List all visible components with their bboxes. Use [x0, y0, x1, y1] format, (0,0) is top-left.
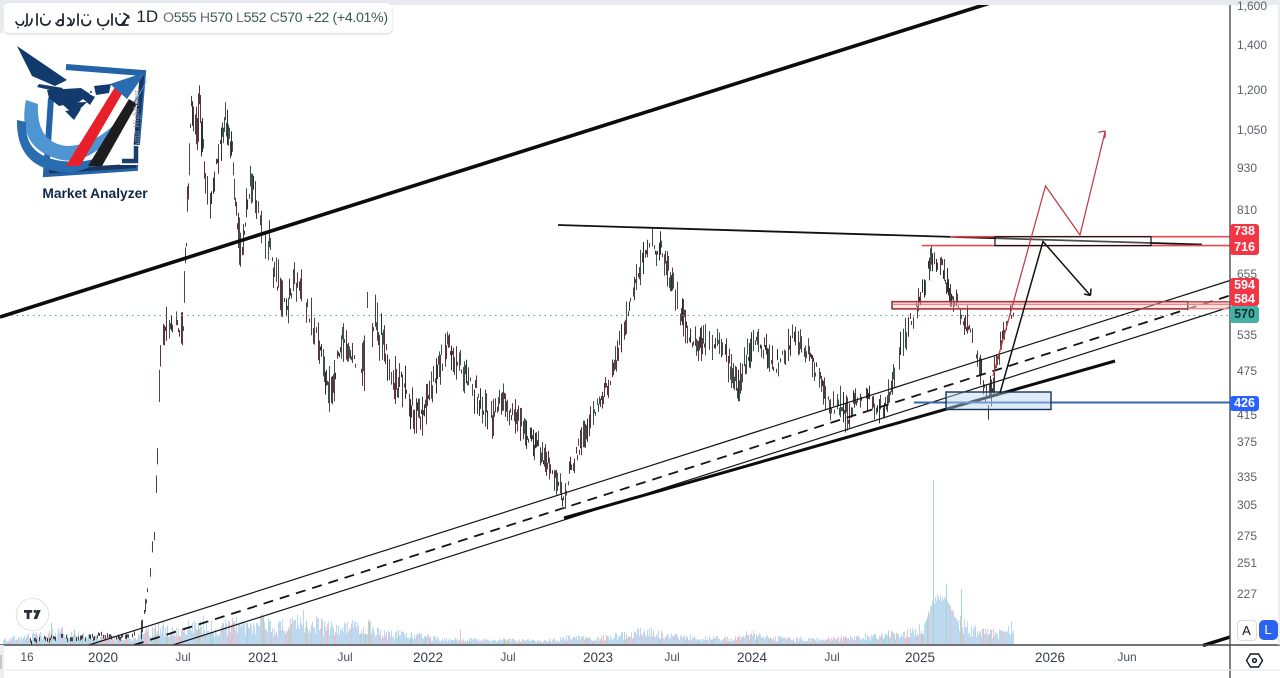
svg-text:Market Analyzer: Market Analyzer: [42, 186, 148, 201]
svg-text:Amir HighParast: Amir HighParast: [131, 90, 141, 148]
